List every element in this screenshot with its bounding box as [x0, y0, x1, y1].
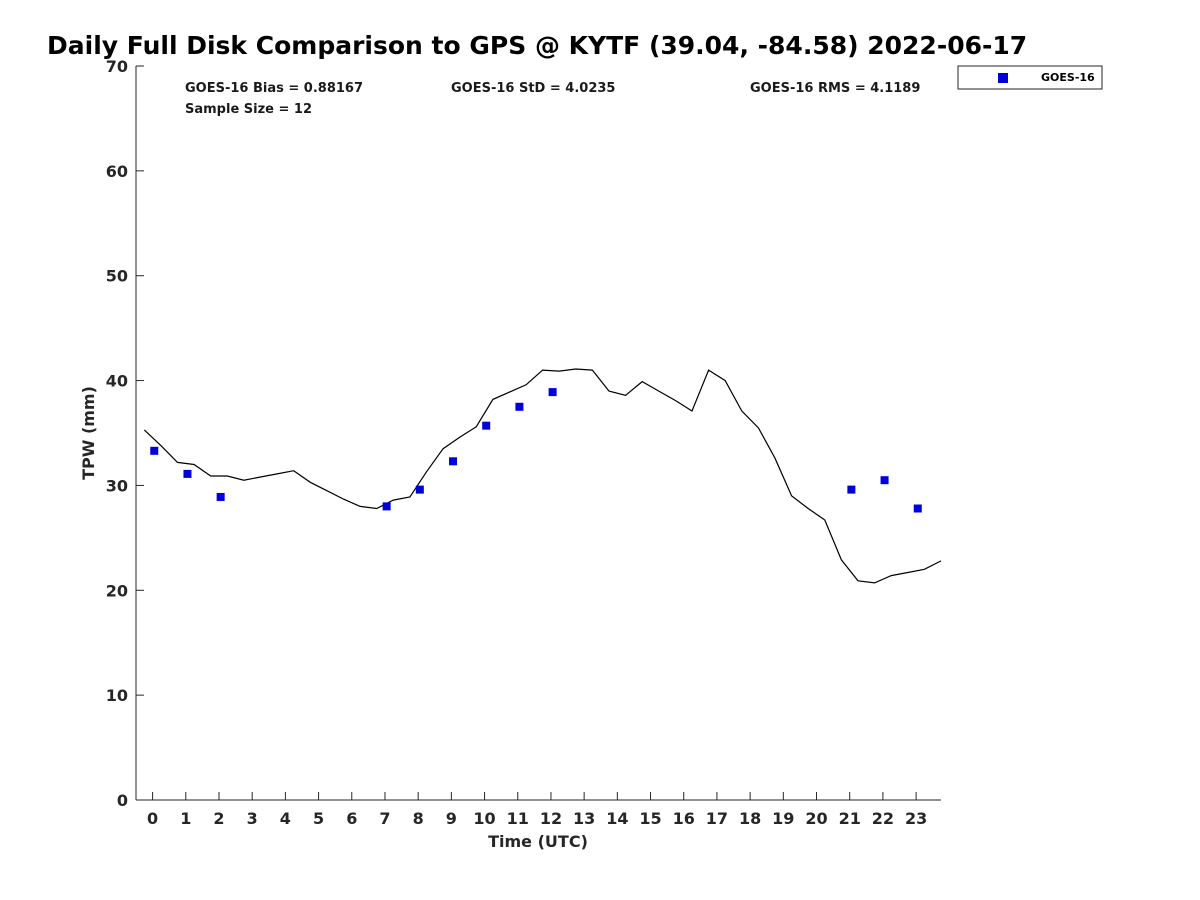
bias-stat: GOES-16 Bias = 0.88167	[185, 81, 363, 96]
x-tick-label: 19	[772, 809, 794, 828]
goes16-point	[913, 504, 922, 513]
x-tick-label: 6	[346, 809, 357, 828]
x-tick-label: 17	[706, 809, 728, 828]
x-tick-label: 4	[280, 809, 291, 828]
x-tick-label: 16	[673, 809, 695, 828]
chart-title: Daily Full Disk Comparison to GPS @ KYTF…	[47, 31, 1027, 60]
x-tick-label: 22	[872, 809, 894, 828]
x-tick-label: 12	[540, 809, 562, 828]
goes16-point	[415, 485, 424, 494]
x-tick-label: 8	[413, 809, 424, 828]
y-tick-label: 70	[106, 57, 128, 76]
x-axis-label: Time (UTC)	[488, 832, 588, 851]
goes16-point	[548, 388, 557, 397]
gps-line-series	[143, 368, 942, 584]
sample-size-stat: Sample Size = 12	[185, 102, 312, 117]
x-tick-label: 20	[805, 809, 827, 828]
goes16-point	[183, 469, 192, 478]
x-tick-label: 0	[147, 809, 158, 828]
x-tick-label: 13	[573, 809, 595, 828]
x-tick-label: 23	[905, 809, 927, 828]
legend-label-goes16: GOES-16	[1041, 71, 1095, 84]
y-tick-label: 50	[106, 267, 128, 286]
goes16-point	[847, 485, 856, 494]
x-tick-label: 18	[739, 809, 761, 828]
legend-swatch-goes16	[998, 73, 1008, 83]
x-tick-label: 3	[247, 809, 258, 828]
y-tick-label: 60	[106, 162, 128, 181]
y-tick-label: 40	[106, 372, 128, 391]
stats-annotations: GOES-16 Bias = 0.88167 GOES-16 StD = 4.0…	[185, 81, 920, 117]
goes16-point	[449, 457, 458, 466]
goes16-point	[482, 421, 491, 430]
y-tick-label: 20	[106, 581, 128, 600]
goes16-point	[880, 476, 889, 485]
x-tick-label: 14	[606, 809, 628, 828]
legend: GOES-16	[957, 65, 1103, 90]
goes16-point	[515, 402, 524, 411]
x-tick-label: 21	[839, 809, 861, 828]
y-axis-ticks: 0 10 20 30 40 50 60 70	[106, 57, 144, 810]
rms-stat: GOES-16 RMS = 4.1189	[750, 81, 920, 96]
x-tick-label: 5	[313, 809, 324, 828]
goes16-point	[382, 502, 391, 511]
gps-line	[143, 368, 942, 584]
x-tick-label: 11	[507, 809, 529, 828]
goes16-point	[150, 446, 159, 455]
x-tick-label: 1	[180, 809, 191, 828]
x-tick-label: 7	[379, 809, 390, 828]
y-tick-label: 30	[106, 476, 128, 495]
goes16-point	[216, 492, 225, 501]
x-tick-label: 2	[213, 809, 224, 828]
y-tick-label: 10	[106, 686, 128, 705]
y-tick-label: 0	[117, 791, 128, 810]
legend-box	[957, 65, 1103, 90]
y-axis-label: TPW (mm)	[79, 386, 98, 480]
x-axis-ticks: 0 1 2 3 4 5 6 7 8 9 10 11 12 13 14 15 16 17 18 19 20 21 22 23	[147, 792, 927, 828]
x-tick-label: 10	[473, 809, 495, 828]
std-stat: GOES-16 StD = 4.0235	[451, 81, 615, 96]
plot-background	[136, 66, 941, 800]
x-tick-label: 15	[639, 809, 661, 828]
goes16-scatter-series	[150, 388, 922, 513]
x-tick-label: 9	[446, 809, 457, 828]
